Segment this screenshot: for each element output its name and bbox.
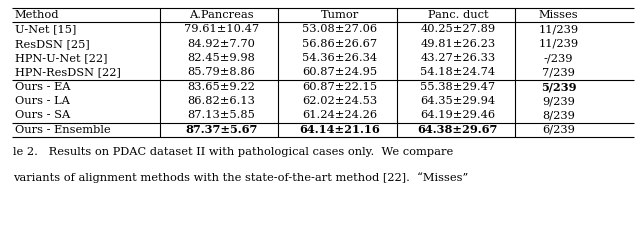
Text: 54.36±26.34: 54.36±26.34 [302,53,377,63]
Text: -/239: -/239 [544,53,573,63]
Text: 64.14±21.16: 64.14±21.16 [299,124,380,135]
Text: 43.27±26.33: 43.27±26.33 [420,53,495,63]
Text: 62.02±24.53: 62.02±24.53 [302,96,377,106]
Text: 11/239: 11/239 [539,25,579,35]
Text: Tumor: Tumor [321,10,358,20]
Text: Ours - LA: Ours - LA [15,96,70,106]
Text: 40.25±27.89: 40.25±27.89 [420,25,495,35]
Text: Panc. duct: Panc. duct [428,10,488,20]
Text: 8/239: 8/239 [542,110,575,120]
Text: 82.45±9.98: 82.45±9.98 [187,53,255,63]
Text: 61.24±24.26: 61.24±24.26 [302,110,377,120]
Text: 56.86±26.67: 56.86±26.67 [302,39,377,49]
Text: 11/239: 11/239 [539,39,579,49]
Text: Misses: Misses [539,10,579,20]
Text: 53.08±27.06: 53.08±27.06 [302,25,377,35]
Text: 64.35±29.94: 64.35±29.94 [420,96,495,106]
Text: 87.13±5.85: 87.13±5.85 [187,110,255,120]
Text: 5/239: 5/239 [541,81,577,92]
Text: 64.19±29.46: 64.19±29.46 [420,110,495,120]
Text: variants of alignment methods with the state-of-the-art method [22].  “Misses”: variants of alignment methods with the s… [13,173,468,183]
Text: 55.38±29.47: 55.38±29.47 [420,82,495,92]
Text: 6/239: 6/239 [542,125,575,135]
Text: Method: Method [15,10,60,20]
Text: HPN-U-Net [22]: HPN-U-Net [22] [15,53,108,63]
Text: Ours - Ensemble: Ours - Ensemble [15,125,110,135]
Text: 64.38±29.67: 64.38±29.67 [418,124,498,135]
Text: 83.65±9.22: 83.65±9.22 [187,82,255,92]
Text: 85.79±8.86: 85.79±8.86 [187,67,255,77]
Text: 54.18±24.74: 54.18±24.74 [420,67,495,77]
Text: 87.37±5.67: 87.37±5.67 [185,124,257,135]
Text: 60.87±24.95: 60.87±24.95 [302,67,377,77]
Text: HPN-ResDSN [22]: HPN-ResDSN [22] [15,67,120,77]
Text: A.Pancreas: A.Pancreas [189,10,253,20]
Text: 86.82±6.13: 86.82±6.13 [187,96,255,106]
Text: Ours - EA: Ours - EA [15,82,70,92]
Text: 84.92±7.70: 84.92±7.70 [187,39,255,49]
Text: 7/239: 7/239 [542,67,575,77]
Text: 79.61±10.47: 79.61±10.47 [184,25,259,35]
Text: U-Net [15]: U-Net [15] [15,25,76,35]
Text: 60.87±22.15: 60.87±22.15 [302,82,377,92]
Text: Ours - SA: Ours - SA [15,110,70,120]
Text: 49.81±26.23: 49.81±26.23 [420,39,495,49]
Text: 9/239: 9/239 [542,96,575,106]
Text: ResDSN [25]: ResDSN [25] [15,39,90,49]
Text: le 2.   Results on PDAC dataset II with pathological cases only.  We compare: le 2. Results on PDAC dataset II with pa… [13,147,453,157]
